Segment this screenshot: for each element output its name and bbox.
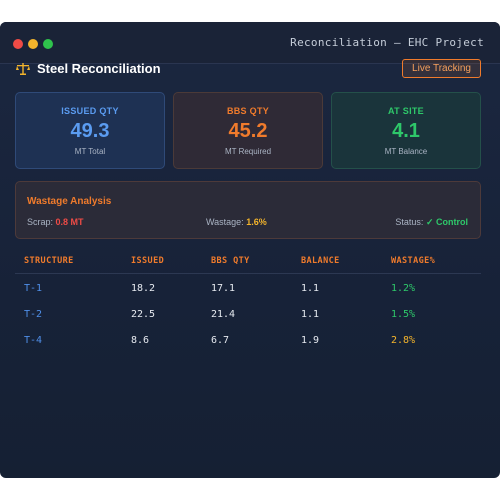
card-sublabel: MT Balance xyxy=(384,147,428,156)
minimize-window-button[interactable] xyxy=(28,39,38,49)
cell-issued: 8.6 xyxy=(131,335,150,346)
table-row[interactable]: T-4 8.6 6.7 1.9 2.8% xyxy=(15,326,481,352)
cell-structure[interactable]: T-2 xyxy=(24,309,43,320)
scale-icon xyxy=(16,63,30,75)
wastage-analysis-panel: Wastage Analysis Scrap: 0.8 MT Wastage: … xyxy=(15,181,481,239)
scrap-value: 0.8 MT xyxy=(55,217,84,227)
card-value: 45.2 xyxy=(228,120,268,142)
status-readout: Status: ✓ Control xyxy=(395,217,468,228)
card-label: BBS QTY xyxy=(226,106,270,116)
wastage-readout: Wastage: 1.6% xyxy=(206,217,267,227)
cell-structure[interactable]: T-4 xyxy=(24,335,43,346)
live-tracking-button[interactable]: Live Tracking xyxy=(402,59,481,78)
wastage-title: Wastage Analysis xyxy=(27,196,112,207)
cell-issued: 18.2 xyxy=(131,283,156,294)
column-header-bbs-qty[interactable]: BBS QTY xyxy=(211,256,250,266)
bbs-qty-card: BBS QTY 45.2 MT Required xyxy=(173,92,323,169)
cell-issued: 22.5 xyxy=(131,309,156,320)
cell-balance: 1.1 xyxy=(301,309,320,320)
card-sublabel: MT Required xyxy=(224,147,272,156)
close-window-button[interactable] xyxy=(13,39,23,49)
cell-structure[interactable]: T-1 xyxy=(24,283,43,294)
cell-wastage: 2.8% xyxy=(391,335,416,346)
status-label: Status: xyxy=(395,217,424,227)
page-title: Steel Reconciliation xyxy=(37,61,161,76)
scrap-readout: Scrap: 0.8 MT xyxy=(27,217,84,227)
card-label: ISSUED QTY xyxy=(61,106,119,116)
table-row[interactable]: T-1 18.2 17.1 1.1 1.2% xyxy=(15,274,481,300)
card-label: AT SITE xyxy=(388,106,424,116)
wastage-label: Wastage: xyxy=(206,217,244,227)
column-header-wastage[interactable]: WASTAGE% xyxy=(391,256,436,266)
maximize-window-button[interactable] xyxy=(43,39,53,49)
table-header: STRUCTURE ISSUED BBS QTY BALANCE WASTAGE… xyxy=(15,248,481,274)
title-bar: Reconciliation — EHC Project xyxy=(0,22,500,64)
cell-wastage: 1.2% xyxy=(391,283,416,294)
status-badge: ✓ Control xyxy=(425,217,468,227)
scrap-label: Scrap: xyxy=(27,217,54,227)
issued-qty-card: ISSUED QTY 49.3 MT Total xyxy=(15,92,165,169)
column-header-issued[interactable]: ISSUED xyxy=(131,256,165,266)
column-header-structure[interactable]: STRUCTURE xyxy=(24,256,74,266)
card-sublabel: MT Total xyxy=(74,147,106,156)
card-value: 49.3 xyxy=(70,120,110,142)
table-row[interactable]: T-2 22.5 21.4 1.1 1.5% xyxy=(15,300,481,326)
cell-balance: 1.9 xyxy=(301,335,320,346)
cell-wastage: 1.5% xyxy=(391,309,416,320)
card-value: 4.1 xyxy=(392,120,420,142)
wastage-value: 1.6% xyxy=(246,217,267,227)
reconciliation-table: STRUCTURE ISSUED BBS QTY BALANCE WASTAGE… xyxy=(15,248,481,352)
cell-balance: 1.1 xyxy=(301,283,320,294)
column-header-balance[interactable]: BALANCE xyxy=(301,256,340,266)
at-site-card: AT SITE 4.1 MT Balance xyxy=(331,92,481,169)
window-title: Reconciliation — EHC Project xyxy=(290,36,484,49)
cell-bbs-qty: 17.1 xyxy=(211,283,236,294)
cell-bbs-qty: 21.4 xyxy=(211,309,236,320)
cell-bbs-qty: 6.7 xyxy=(211,335,230,346)
